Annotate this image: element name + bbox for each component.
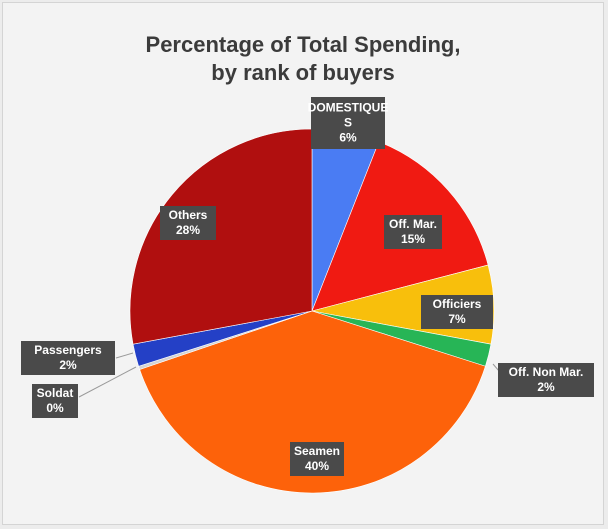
slice-value-label: 15% (401, 232, 425, 246)
data-label-box (498, 363, 594, 397)
chart-subtitle: by rank of buyers (211, 60, 395, 85)
chart-title-line-1: Percentage of Total Spending, (145, 32, 461, 57)
leader-line-passengers (115, 352, 134, 359)
slice-category-label: DOMESTIQUE (308, 101, 389, 115)
data-label-box (311, 97, 385, 149)
leader-line-soldat (78, 366, 137, 398)
slice-value-label: 0% (46, 401, 64, 415)
slice-seamen (139, 310, 486, 494)
slice-category-label: S (344, 116, 352, 130)
slice-value-label: 2% (59, 358, 77, 372)
data-label-box (421, 295, 493, 329)
slice-category-label: Off. Mar. (389, 217, 437, 231)
data-label-off-mar: Off. Mar.15% (384, 215, 442, 249)
chart-frame: Percentage of Total Spending, by rank of… (2, 2, 604, 525)
slice-value-label: 40% (305, 459, 329, 473)
slice-category-label: Officiers (433, 297, 482, 311)
data-label-box (21, 341, 115, 375)
chart-title: Percentage of Total Spending, by rank of… (3, 31, 603, 87)
slice-category-label: Others (169, 208, 208, 222)
slice-value-label: 7% (448, 312, 466, 326)
slice-category-label: Off. Non Mar. (509, 365, 584, 379)
slice-others (129, 128, 313, 345)
slice-value-label: 6% (339, 131, 357, 145)
data-label-box (290, 442, 344, 476)
data-label-box (384, 215, 442, 249)
slice-value-label: 28% (176, 223, 200, 237)
slice-category-label: Seamen (294, 444, 340, 458)
slice-category-label: Soldat (37, 386, 74, 400)
data-label-box (32, 384, 78, 418)
slice-category-label: Passengers (34, 343, 102, 357)
data-label-box (160, 206, 216, 240)
slice-value-label: 2% (537, 380, 555, 394)
data-label-off-non-mar: Off. Non Mar.2% (498, 363, 594, 397)
